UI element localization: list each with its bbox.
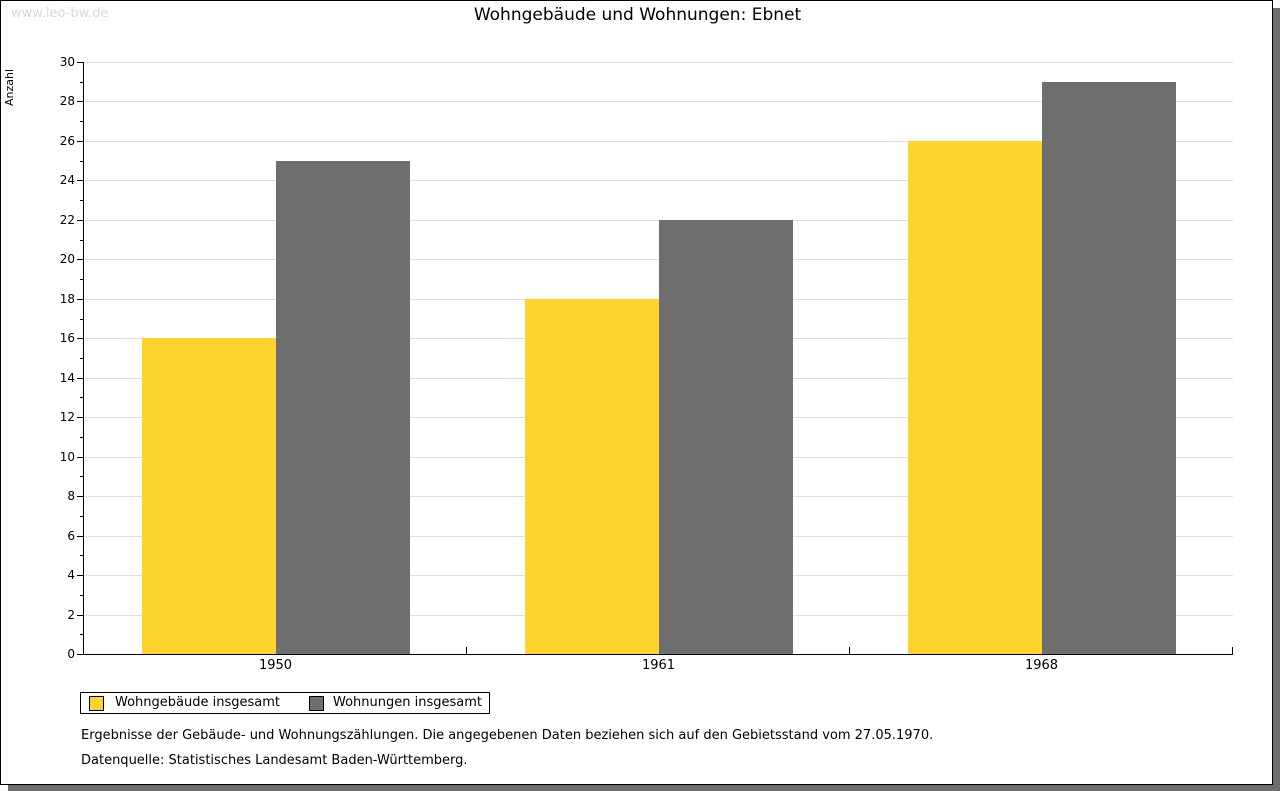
y-tick-label-12: 12: [59, 410, 75, 425]
bar-wohnungen-1961: [658, 219, 793, 654]
y-tick-label-14: 14: [59, 370, 75, 385]
y-minor-tick-25: [80, 160, 83, 162]
y-major-tick-10: [77, 456, 83, 458]
y-major-tick-0: [77, 654, 83, 655]
y-tick-label-2: 2: [67, 607, 75, 622]
y-minor-tick-19: [80, 279, 83, 281]
y-major-tick-26: [77, 140, 83, 142]
y-tick-label-28: 28: [59, 94, 75, 109]
y-major-tick-28: [77, 101, 83, 103]
x-boundary-tick-2: [849, 647, 850, 654]
y-minor-tick-27: [80, 121, 83, 123]
y-minor-tick-9: [80, 476, 83, 478]
legend-swatch-wohngebaeude: [89, 696, 104, 711]
legend-label-wohnungen: Wohnungen insgesamt: [333, 695, 482, 710]
y-minor-tick-17: [80, 318, 83, 320]
x-category-label-1961: 1961: [641, 658, 676, 673]
y-major-tick-22: [77, 219, 83, 221]
y-major-tick-18: [77, 298, 83, 300]
y-minor-tick-13: [80, 397, 83, 399]
footnote-source-note: Ergebnisse der Gebäude- und Wohnungszähl…: [81, 728, 934, 743]
y-tick-label-20: 20: [59, 252, 75, 267]
y-major-tick-16: [77, 338, 83, 340]
x-category-label-1950: 1950: [258, 658, 293, 673]
legend-swatch-wohnungen: [309, 696, 324, 711]
legend-label-wohngebaeude: Wohngebäude insgesamt: [115, 695, 280, 710]
y-major-tick-20: [77, 259, 83, 261]
y-minor-tick-11: [80, 436, 83, 438]
legend: Wohngebäude insgesamt Wohnungen insgesam…: [80, 692, 490, 714]
y-minor-tick-29: [80, 81, 83, 83]
x-boundary-tick-1: [466, 647, 467, 654]
y-tick-label-16: 16: [59, 331, 75, 346]
y-tick-label-30: 30: [59, 55, 75, 69]
y-axis-line: [83, 62, 84, 655]
footnote-data-source: Datenquelle: Statistisches Landesamt Bad…: [81, 753, 468, 768]
x-category-label-1968: 1968: [1024, 658, 1059, 673]
bar-wohngebaeude-1968: [907, 140, 1042, 654]
y-minor-tick-15: [80, 358, 83, 359]
y-major-tick-30: [77, 62, 83, 63]
y-tick-label-22: 22: [59, 212, 75, 227]
y-major-tick-2: [77, 614, 83, 616]
y-major-tick-6: [77, 535, 83, 537]
y-minor-tick-5: [80, 555, 83, 557]
y-tick-label-26: 26: [59, 133, 75, 148]
gridline-y-24: [84, 180, 1233, 182]
gridline-y-26: [84, 140, 1233, 142]
y-tick-label-24: 24: [59, 173, 75, 188]
y-major-tick-24: [77, 180, 83, 182]
bar-wohngebaeude-1961: [524, 298, 659, 654]
x-axis-line: [84, 654, 1233, 655]
y-tick-label-0: 0: [67, 647, 75, 661]
gridline-y-28: [84, 101, 1233, 103]
y-minor-tick-23: [80, 200, 83, 202]
watermark-text: www.leo-bw.de: [11, 6, 109, 21]
y-tick-label-6: 6: [67, 528, 75, 543]
y-axis-title: Anzahl: [3, 68, 16, 106]
y-major-tick-8: [77, 496, 83, 498]
y-minor-tick-3: [80, 594, 83, 596]
bar-wohnungen-1950: [275, 160, 410, 654]
y-major-tick-4: [77, 575, 83, 577]
gridline-y-30: [84, 62, 1233, 63]
bar-wohngebaeude-1950: [141, 338, 276, 654]
bar-wohnungen-1968: [1041, 81, 1176, 654]
y-tick-label-8: 8: [67, 489, 75, 504]
chart-title: Wohngebäude und Wohnungen: Ebnet: [473, 5, 802, 25]
x-boundary-tick-3: [1232, 647, 1233, 654]
y-tick-label-18: 18: [59, 291, 75, 306]
y-major-tick-14: [77, 377, 83, 379]
y-minor-tick-1: [80, 634, 83, 636]
y-major-tick-12: [77, 417, 83, 419]
y-minor-tick-7: [80, 515, 83, 517]
y-tick-label-10: 10: [59, 449, 75, 464]
frame-shadow-right: [1273, 8, 1280, 791]
y-minor-tick-21: [80, 239, 83, 241]
frame-shadow-bottom: [8, 785, 1280, 791]
y-tick-label-4: 4: [67, 568, 75, 583]
